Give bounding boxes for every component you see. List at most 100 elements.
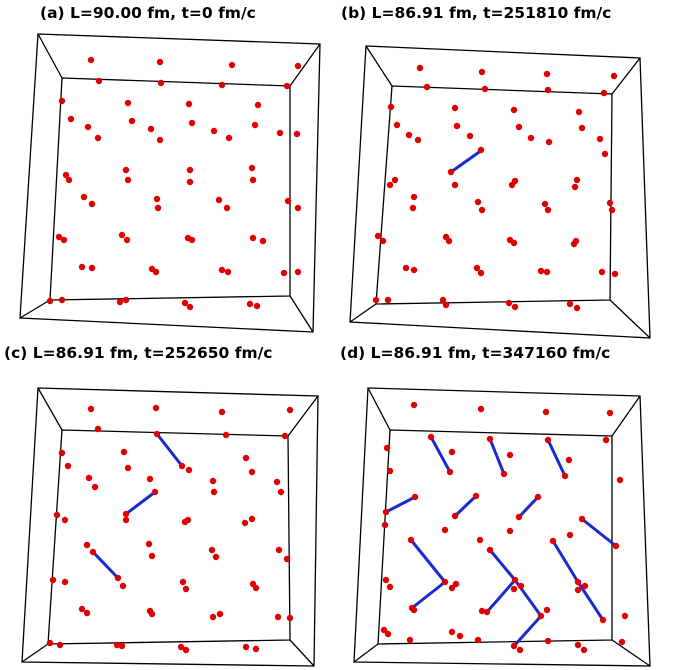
particle-b-54: [543, 268, 551, 276]
particle-a-24: [62, 171, 70, 179]
particle-c-13: [124, 464, 132, 472]
particle-d-30: [506, 527, 514, 535]
particle-b-30: [508, 181, 516, 189]
particle-b-21: [477, 146, 485, 154]
particle-c-8: [58, 449, 66, 457]
particle-b-12: [393, 121, 401, 129]
bond-d-2: [546, 439, 567, 477]
particle-d-22: [515, 513, 523, 521]
particle-d-42: [517, 582, 525, 590]
bond-c-1: [125, 490, 156, 516]
particle-c-9: [120, 448, 128, 456]
bond-d-9: [488, 549, 517, 581]
particle-d-8: [383, 444, 391, 452]
particle-b-14: [515, 123, 523, 131]
particle-c-24: [53, 511, 61, 519]
particle-c-6: [222, 431, 230, 439]
particle-d-21: [451, 512, 459, 520]
particle-d-4: [427, 433, 435, 441]
particle-a-1: [156, 58, 164, 66]
particle-a-59: [246, 300, 254, 308]
particle-d-44: [386, 583, 394, 591]
particle-d-54: [544, 637, 552, 645]
particle-c-48: [78, 605, 86, 613]
particle-b-17: [466, 132, 474, 140]
particle-b-46: [510, 239, 518, 247]
particle-b-33: [474, 198, 482, 206]
particle-c-38: [212, 553, 220, 561]
particle-b-20: [414, 136, 422, 144]
particle-d-40: [382, 576, 390, 584]
particle-a-60: [58, 296, 66, 304]
particle-a-38: [223, 204, 231, 212]
particle-c-1: [152, 404, 160, 412]
particle-c-5: [153, 430, 161, 438]
particle-b-36: [409, 204, 417, 212]
particle-b-55: [611, 270, 619, 278]
particle-d-41: [452, 580, 460, 588]
bond-d-13: [576, 581, 605, 621]
particle-a-29: [124, 176, 132, 184]
particle-b-38: [544, 206, 552, 214]
particle-c-62: [182, 646, 190, 654]
particle-c-47: [252, 584, 260, 592]
particle-a-47: [259, 237, 267, 245]
particle-b-48: [402, 264, 410, 272]
particle-d-27: [612, 542, 620, 550]
particle-d-56: [380, 626, 388, 634]
particle-d-51: [621, 612, 629, 620]
particle-c-52: [83, 609, 91, 617]
particle-a-20: [94, 134, 102, 142]
particle-a-10: [185, 100, 193, 108]
bond-d-1: [488, 438, 506, 475]
particle-c-37: [148, 552, 156, 560]
particle-b-15: [578, 124, 586, 132]
particle-a-26: [186, 166, 194, 174]
particle-d-20: [382, 508, 390, 516]
particle-b-0: [416, 64, 424, 72]
particle-b-35: [606, 199, 614, 207]
panel-d: [353, 387, 651, 667]
particle-c-17: [146, 475, 154, 483]
particle-c-21: [151, 488, 159, 496]
particle-d-3: [606, 409, 614, 417]
particle-b-23: [601, 150, 609, 158]
panel-c-particles: [46, 404, 294, 654]
particle-a-61: [122, 296, 130, 304]
particle-a-3: [294, 62, 302, 70]
particle-d-10: [506, 451, 514, 459]
particle-c-35: [208, 546, 216, 554]
particle-c-19: [273, 478, 281, 486]
particle-c-22: [210, 488, 218, 496]
particle-a-0: [87, 56, 95, 64]
particle-c-50: [209, 613, 217, 621]
particle-a-54: [224, 268, 232, 276]
particle-c-44: [61, 578, 69, 586]
particle-b-2: [543, 70, 551, 78]
particle-c-14: [185, 466, 193, 474]
particle-a-16: [84, 123, 92, 131]
particle-a-12: [67, 115, 75, 123]
panel-c-bonds: [91, 433, 184, 580]
particle-b-31: [571, 183, 579, 191]
particle-d-23: [578, 515, 586, 523]
particle-b-34: [541, 200, 549, 208]
particle-a-23: [293, 130, 301, 138]
particle-d-6: [544, 436, 552, 444]
particle-d-32: [441, 578, 449, 586]
particle-b-28: [386, 181, 394, 189]
particle-d-0: [410, 401, 418, 409]
particle-a-4: [95, 77, 103, 85]
particle-c-61: [118, 642, 126, 650]
particle-c-0: [87, 405, 95, 413]
particle-a-15: [251, 121, 259, 129]
particle-d-37: [483, 608, 491, 616]
particle-b-40: [374, 232, 382, 240]
particle-d-46: [510, 585, 518, 593]
particle-c-7: [281, 432, 289, 440]
particle-b-25: [447, 168, 455, 176]
particle-a-9: [124, 99, 132, 107]
particle-d-5: [486, 435, 494, 443]
panel-b-bonds: [450, 148, 483, 174]
particle-a-46: [188, 236, 196, 244]
